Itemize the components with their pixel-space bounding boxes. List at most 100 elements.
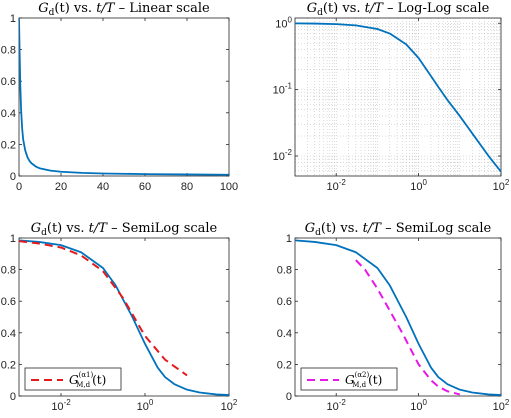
x-tick-label: 100	[220, 181, 238, 193]
title-variable: t/T	[89, 221, 109, 236]
title-subscript: d	[49, 8, 55, 18]
y-tick-label: 0.2	[1, 139, 16, 151]
series-line-approximation	[355, 259, 461, 396]
tick-base: 10	[275, 18, 287, 30]
y-tick-label: 10-2	[273, 148, 293, 163]
x-tick-label: 100	[137, 398, 154, 413]
legend-box	[24, 367, 122, 391]
axes-box	[18, 237, 230, 397]
tick-exponent: 0	[422, 398, 427, 407]
y-tick-label: 0	[10, 171, 16, 183]
tick-exponent: 0	[149, 398, 154, 407]
x-tick-label: 10-2	[51, 398, 71, 413]
title-subscript: d	[41, 228, 47, 238]
series-line-approximation	[19, 240, 188, 377]
legend: G(α2) M,d (t)	[300, 367, 398, 391]
y-tick-label: 0.6	[277, 296, 292, 308]
tick-base: 10	[221, 401, 233, 413]
axes-box	[18, 17, 230, 177]
title-func: G	[307, 1, 317, 16]
y-tick-label: 0.6	[1, 76, 16, 88]
tick-base: 10	[273, 85, 285, 97]
title-func: G	[305, 221, 315, 236]
tick-exponent: 0	[422, 178, 427, 187]
tick-exponent: -2	[285, 148, 293, 157]
chart-title: Gd(t) vs. t/T – Log-Log scale	[307, 1, 490, 18]
tick-base: 10	[51, 401, 63, 413]
series-line-gd	[19, 18, 229, 176]
title-scale: – SemiLog scale	[381, 221, 492, 236]
y-tick-label: 0.4	[1, 108, 16, 120]
legend: G(α1) M,d (t)	[24, 367, 122, 391]
x-tick-label: 100	[410, 178, 427, 193]
tick-exponent: 2	[233, 398, 238, 407]
tick-exponent: 2	[505, 178, 510, 187]
x-tick-label: 102	[493, 178, 510, 193]
tick-exponent: -2	[339, 398, 347, 407]
title-variable: t/T	[363, 221, 383, 236]
x-tick-label: 40	[97, 181, 109, 193]
chart-1: 0 20 40 60 80 100 0 0.2 0.4 0.6 0.8 1 Gd(t) vs. t/T …	[1, 1, 238, 193]
x-tick-label: 60	[139, 181, 151, 193]
tick-exponent: -1	[285, 82, 293, 91]
grid-lines	[294, 18, 502, 177]
x-tick-label: 100	[410, 398, 427, 413]
y-tick-label: 0	[10, 391, 16, 403]
legend-box	[300, 367, 398, 391]
tick-base: 10	[410, 401, 422, 413]
x-tick-label: 0	[16, 181, 22, 193]
y-tick-label: 0.8	[1, 45, 16, 57]
title-variable: t/T	[96, 1, 116, 16]
legend-func: G	[345, 373, 355, 387]
title-subscript: d	[317, 8, 323, 18]
title-mid: (t) vs.	[323, 1, 365, 16]
y-tick-label: 100	[275, 15, 292, 30]
title-mid: (t) vs.	[321, 221, 363, 236]
tick-base: 10	[327, 401, 339, 413]
legend-subscript: M,d	[352, 381, 366, 389]
y-tick-label: 10-1	[273, 82, 293, 97]
legend-label: G(α2) M,d (t)	[345, 371, 382, 389]
y-tick-label: 0.8	[277, 265, 292, 277]
chart-title: Gd(t) vs. t/T – Linear scale	[38, 1, 210, 18]
chart-title: Gd(t) vs. t/T – SemiLog scale	[31, 221, 218, 238]
title-mid: (t) vs.	[47, 221, 89, 236]
legend-superscript: (α1)	[79, 371, 94, 379]
y-tick-label: 0.8	[1, 265, 16, 277]
chart-title: Gd(t) vs. t/T – SemiLog scale	[305, 221, 492, 238]
y-tick-label: 1	[10, 233, 16, 245]
title-scale: – SemiLog scale	[107, 221, 218, 236]
series-line-gd	[295, 22, 501, 173]
x-tick-label: 80	[181, 181, 193, 193]
y-tick-label: 0.2	[1, 359, 16, 371]
tick-exponent: -2	[64, 398, 72, 407]
y-tick-label: 1	[286, 233, 292, 245]
title-func: G	[38, 1, 48, 16]
y-tick-label: 1	[10, 13, 16, 25]
series-line-gd	[295, 239, 501, 396]
tick-exponent: -2	[339, 178, 347, 187]
y-tick-label: 0.2	[277, 359, 292, 371]
title-variable: t/T	[365, 1, 385, 16]
x-tick-label: 10-2	[327, 398, 347, 413]
series-line-gd	[19, 239, 229, 396]
legend-label: G(α1) M,d (t)	[69, 371, 106, 389]
y-tick-label: 0.4	[277, 328, 292, 340]
tick-exponent: 0	[288, 15, 293, 24]
legend-func: G	[69, 373, 79, 387]
title-mid: (t) vs.	[54, 1, 96, 16]
legend-arg: (t)	[368, 373, 382, 387]
y-tick-label: 0	[286, 391, 292, 403]
tick-base: 10	[137, 401, 149, 413]
x-tick-label: 102	[493, 398, 510, 413]
title-scale: – Linear scale	[114, 1, 210, 16]
y-tick-label: 0.4	[1, 328, 16, 340]
y-tick-label: 0.6	[1, 296, 16, 308]
x-tick-label: 10-2	[327, 178, 347, 193]
axes-box	[294, 237, 502, 397]
x-tick-label: 20	[55, 181, 67, 193]
